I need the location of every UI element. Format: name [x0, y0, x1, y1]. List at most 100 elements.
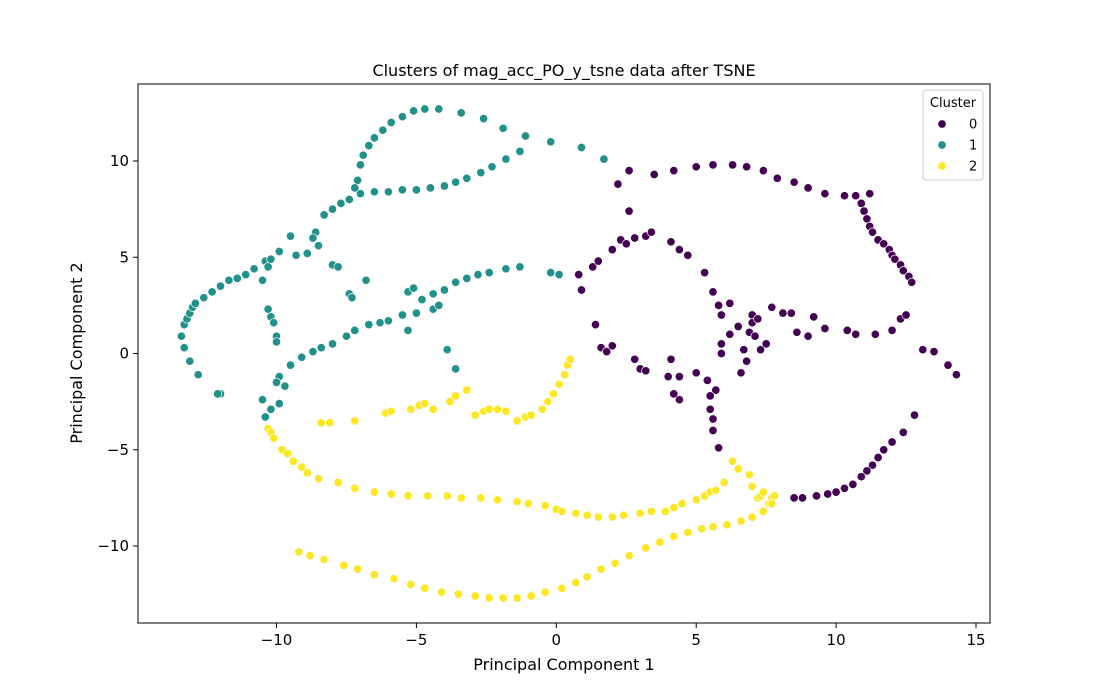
point-cluster-1 [397, 112, 407, 122]
point-cluster-2 [565, 354, 575, 364]
point-cluster-1 [501, 264, 511, 274]
point-cluster-0 [767, 302, 777, 312]
point-cluster-1 [397, 310, 407, 320]
point-cluster-2 [660, 506, 670, 516]
point-cluster-0 [809, 312, 819, 322]
point-cluster-0 [607, 245, 617, 255]
point-cluster-0 [630, 233, 640, 243]
point-cluster-2 [420, 583, 430, 593]
y-tick-label: 5 [119, 248, 129, 266]
point-cluster-2 [406, 404, 416, 414]
point-cluster-1 [224, 275, 234, 285]
point-cluster-1 [355, 160, 365, 170]
point-cluster-2 [512, 497, 522, 507]
point-cluster-1 [266, 254, 276, 264]
point-cluster-2 [339, 560, 349, 570]
legend: Cluster 0 1 2 [922, 89, 984, 181]
point-cluster-1 [364, 320, 374, 330]
point-cluster-2 [736, 516, 746, 526]
point-cluster-0 [839, 483, 850, 493]
point-cluster-0 [708, 160, 718, 170]
point-cluster-2 [333, 477, 343, 488]
x-tick-label: 10 [827, 631, 846, 649]
legend-marker-cluster-2 [937, 161, 947, 171]
point-cluster-1 [213, 389, 223, 399]
point-cluster-2 [607, 512, 617, 522]
point-cluster-2 [526, 591, 536, 601]
point-cluster-0 [711, 385, 721, 395]
point-cluster-1 [207, 287, 217, 297]
point-cluster-0 [666, 354, 676, 364]
point-cluster-2 [635, 508, 645, 518]
point-cluster-2 [453, 589, 463, 599]
point-cluster-0 [576, 285, 587, 295]
point-cluster-2 [767, 499, 777, 509]
point-cluster-2 [677, 499, 687, 509]
point-cluster-2 [747, 481, 757, 491]
point-cluster-2 [543, 397, 553, 407]
point-cluster-2 [302, 468, 312, 478]
point-cluster-2 [770, 491, 780, 501]
point-cluster-0 [624, 166, 634, 176]
y-tick-label: 0 [119, 345, 129, 363]
point-cluster-2 [728, 456, 738, 466]
point-cluster-0 [951, 370, 961, 380]
point-cluster-1 [327, 339, 338, 349]
point-cluster-2 [557, 583, 567, 593]
point-cluster-2 [744, 470, 754, 480]
point-cluster-0 [674, 395, 684, 405]
point-cluster-1 [291, 250, 301, 260]
point-cluster-0 [725, 298, 735, 308]
point-cluster-1 [498, 123, 508, 133]
point-cluster-1 [599, 154, 609, 164]
point-cluster-1 [319, 210, 329, 220]
point-cluster-2 [350, 483, 360, 493]
point-cluster-2 [526, 410, 536, 420]
point-cluster-0 [918, 345, 928, 355]
point-cluster-1 [316, 343, 326, 353]
point-cluster-0 [669, 389, 679, 399]
point-cluster-0 [700, 268, 710, 278]
point-cluster-0 [865, 189, 875, 199]
point-cluster-0 [750, 331, 760, 341]
point-cluster-2 [548, 389, 559, 399]
point-cluster-1 [336, 198, 346, 208]
x-tick-label: −5 [405, 631, 427, 649]
point-cluster-1 [285, 231, 296, 241]
x-tick-label: 0 [552, 631, 562, 649]
point-cluster-0 [848, 479, 858, 489]
point-cluster-0 [758, 166, 768, 176]
point-cluster-1 [327, 204, 338, 214]
point-cluster-0 [725, 329, 735, 339]
point-cluster-2 [269, 433, 279, 443]
point-cluster-2 [557, 506, 567, 516]
point-cluster-1 [383, 187, 393, 197]
point-cluster-0 [691, 162, 701, 172]
points-layer [176, 104, 961, 603]
point-cluster-1 [333, 262, 343, 272]
plot-area [137, 83, 991, 624]
point-cluster-0 [823, 489, 833, 499]
x-tick-label: −10 [261, 631, 293, 649]
x-axis-label: Principal Component 1 [473, 655, 654, 674]
point-cluster-2 [325, 418, 335, 428]
point-cluster-2 [747, 512, 757, 522]
point-cluster-1 [417, 295, 427, 305]
point-cluster-1 [271, 377, 282, 387]
point-cluster-1 [241, 270, 251, 280]
point-cluster-0 [772, 173, 782, 183]
point-cluster-1 [369, 187, 379, 197]
point-cluster-0 [705, 404, 715, 414]
point-cluster-0 [630, 354, 640, 364]
point-cluster-1 [479, 114, 489, 124]
point-cluster-1 [280, 381, 290, 391]
point-cluster-0 [674, 372, 684, 382]
point-cluster-0 [879, 445, 889, 455]
legend-label-cluster-1: 1 [969, 139, 977, 154]
point-cluster-0 [803, 331, 813, 341]
point-cluster-1 [297, 352, 307, 362]
point-cluster-0 [778, 308, 788, 318]
point-cluster-2 [462, 385, 472, 395]
point-cluster-1 [308, 347, 318, 357]
point-cluster-2 [540, 501, 550, 511]
